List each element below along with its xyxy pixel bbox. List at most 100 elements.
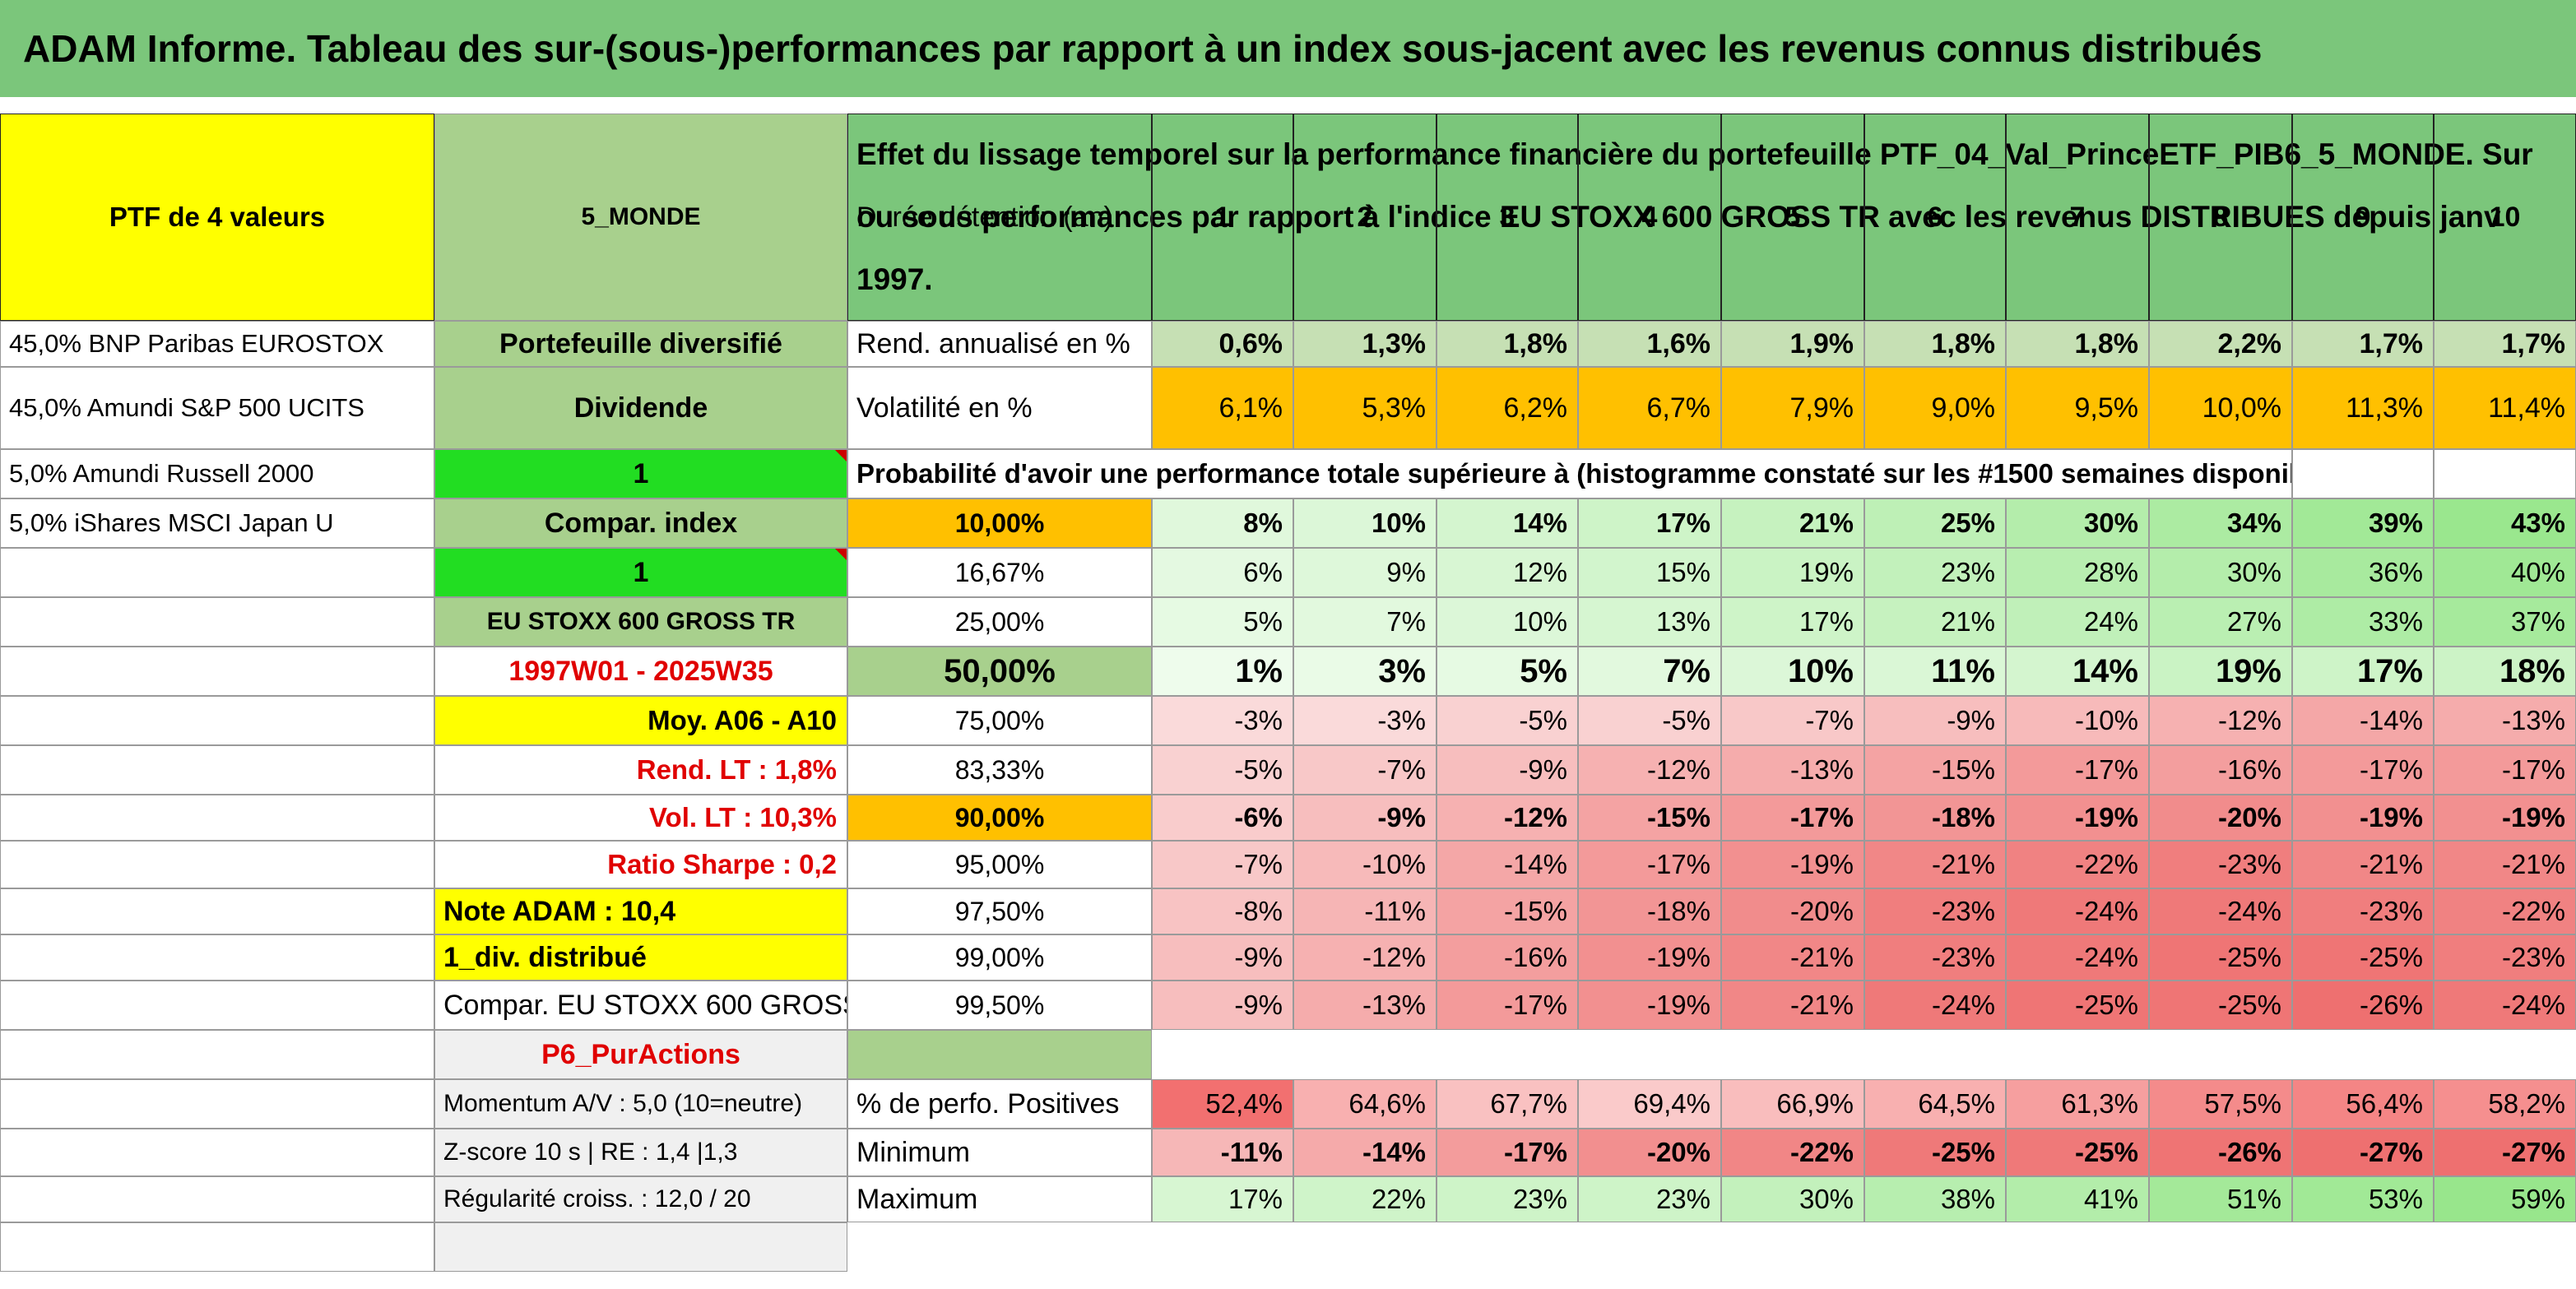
empty-cell [0,1222,434,1272]
maximum-value: 51% [2149,1176,2292,1222]
maximum-value: 17% [1152,1176,1293,1222]
quantile-label: 25,00% [847,597,1152,647]
quantile-label: 99,50% [847,981,1152,1030]
regularite-label: Régularité croiss. : 12,0 / 20 [434,1176,847,1222]
vol-value: 9,0% [1864,367,2006,449]
quantile-label: 16,67% [847,548,1152,597]
quantile-value: -19% [2292,795,2434,841]
quantile-value: -18% [1864,795,2006,841]
rend-value: 1,7% [2434,321,2576,367]
year-header: 7 [2006,114,2149,321]
minimum-value: -25% [1864,1129,2006,1176]
quantile-value: -8% [1152,888,1293,934]
maximum-value: 23% [1437,1176,1578,1222]
empty-cell [0,795,434,841]
quantile-value: 15% [1578,548,1721,597]
vol-value: 11,4% [2434,367,2576,449]
quantile-value: 17% [2292,647,2434,696]
quantile-value: -26% [2292,981,2434,1030]
moy-label: Moy. A06 - A10 [434,696,847,745]
index-name: EU STOXX 600 GROSS TR [434,597,847,647]
rend-value: 0,6% [1152,321,1293,367]
empty-cell [0,981,434,1030]
quantile-value: -5% [1578,696,1721,745]
holding-item: 5,0% Amundi Russell 2000 [0,449,434,498]
quantile-value: 7% [1293,597,1437,647]
positive-label: % de perfo. Positives [847,1079,1152,1129]
minimum-value: -17% [1437,1129,1578,1176]
quantile-value: -15% [1864,745,2006,795]
minimum-value: -27% [2292,1129,2434,1176]
quantile-value: -25% [2149,934,2292,981]
quantile-value: -23% [2434,934,2576,981]
quantile-value: 39% [2292,498,2434,548]
empty-cell [847,1030,1152,1079]
holding-item: 45,0% Amundi S&P 500 UCITS [0,367,434,449]
year-header: 4 [1578,114,1721,321]
quantile-value: -14% [2292,696,2434,745]
vol-value: 7,9% [1721,367,1864,449]
quantile-value: 12% [1437,548,1578,597]
portfolio-type: Portefeuille diversifié [434,321,847,367]
quantile-value: -21% [1721,934,1864,981]
quantile-value: 19% [2149,647,2292,696]
quantile-value: -24% [2006,934,2149,981]
quantile-label: 75,00% [847,696,1152,745]
region-label: 5_MONDE [434,114,847,321]
quantile-value: -18% [1578,888,1721,934]
rend-value: 1,8% [1437,321,1578,367]
quantile-value: 10% [1293,498,1437,548]
positive-value: 64,5% [1864,1079,2006,1129]
positive-value: 56,4% [2292,1079,2434,1129]
quantile-value: -22% [2434,888,2576,934]
quantile-value: -7% [1293,745,1437,795]
quantile-value: -9% [1293,795,1437,841]
dividend-value: 1 [434,449,847,498]
probability-label: Probabilité d'avoir une performance tota… [847,449,2292,498]
quantile-value: 25% [1864,498,2006,548]
quantile-value: -19% [1578,981,1721,1030]
vol-value: 9,5% [2006,367,2149,449]
year-header: 2 [1293,114,1437,321]
quantile-value: 13% [1578,597,1721,647]
quantile-value: -20% [1721,888,1864,934]
year-header: 6 [1864,114,2006,321]
quantile-value: -23% [1864,888,2006,934]
dividend-distributed: 1_div. distribué [434,934,847,981]
quantile-value: -19% [1578,934,1721,981]
rend-lt: Rend. LT : 1,8% [434,745,847,795]
report-title: ADAM Informe. Tableau des sur-(sous-)per… [0,0,2576,97]
quantile-value: 14% [1437,498,1578,548]
quantile-value: -15% [1437,888,1578,934]
year-header: 1 [1152,114,1293,321]
period-range: 1997W01 - 2025W35 [434,647,847,696]
quantile-label: 99,00% [847,934,1152,981]
compar-full: Compar. EU STOXX 600 GROSS TR [434,981,847,1030]
empty-cell [0,1176,434,1222]
quantile-value: -16% [1437,934,1578,981]
maximum-label: Maximum [847,1176,1152,1222]
positive-value: 64,6% [1293,1079,1437,1129]
quantile-value: 5% [1152,597,1293,647]
quantile-value: 21% [1864,597,2006,647]
quantile-label: 50,00% [847,647,1152,696]
quantile-value: -16% [2149,745,2292,795]
quantile-value: -13% [2434,696,2576,745]
maximum-value: 22% [1293,1176,1437,1222]
quantile-value: 10% [1721,647,1864,696]
vol-label: Volatilité en % [847,367,1152,449]
quantile-value: 27% [2149,597,2292,647]
quantile-value: -7% [1152,841,1293,888]
year-header: 8 [2149,114,2292,321]
empty-cell [0,1030,434,1079]
quantile-label: 10,00% [847,498,1152,548]
quantile-value: -10% [2006,696,2149,745]
vol-value: 5,3% [1293,367,1437,449]
year-header: 9 [2292,114,2434,321]
quantile-value: -12% [1293,934,1437,981]
minimum-label: Minimum [847,1129,1152,1176]
quantile-value: 1% [1152,647,1293,696]
vol-value: 6,7% [1578,367,1721,449]
minimum-value: -14% [1293,1129,1437,1176]
